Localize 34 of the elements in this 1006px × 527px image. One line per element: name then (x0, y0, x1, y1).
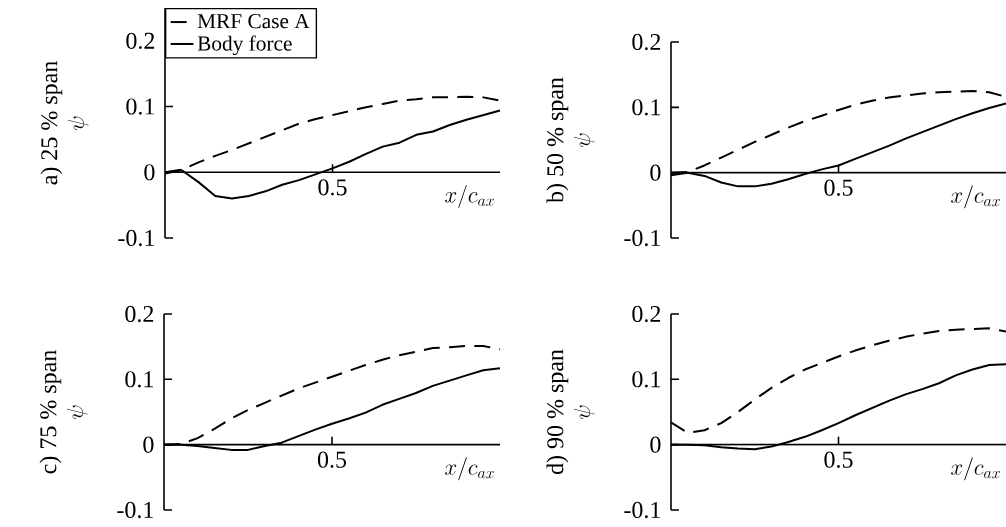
y-tick-label: -0.1 (624, 229, 660, 247)
y-tick-label: 0.1 (125, 371, 153, 388)
text: b) 50 % span (546, 77, 569, 203)
x-axis-title: $x/c_{ax}$ (445, 184, 494, 208)
y-tick-label: 0.1 (632, 99, 660, 116)
y-tick-label: -0.1 (624, 501, 660, 519)
y-axis-title: $\psi$ (66, 405, 88, 420)
legend-label: MRF Case A (197, 14, 310, 29)
annotation: 0.5 (824, 451, 853, 468)
y-tick-label: 0.2 (125, 305, 154, 323)
y-axis-title: $\psi$ (573, 133, 595, 148)
annotation: 0.5 (318, 179, 347, 196)
annotation: 0.5 (824, 179, 853, 196)
text: a) 25 % span (40, 61, 63, 185)
x-axis-title: $x/c_{ax}$ (445, 457, 494, 481)
y-tick-label: 0.2 (632, 33, 661, 51)
text: c) 75 % span (39, 350, 62, 474)
y-tick-label: 0.1 (126, 98, 154, 115)
legend-label: Body force (197, 35, 292, 56)
y-tick-label: -0.1 (118, 229, 154, 247)
y-tick-label: -0.1 (117, 501, 153, 519)
y-tick-label: 0.2 (126, 32, 155, 49)
y-tick-label: 0.1 (632, 371, 660, 388)
y-axis-title: $\psi$ (67, 116, 89, 131)
y-tick-label: 0 (144, 164, 155, 181)
y-axis-title: $\psi$ (573, 405, 595, 420)
x-axis-title: $x/c_{ax}$ (951, 185, 1000, 209)
text: d) 90 % span (546, 349, 569, 475)
y-tick-label: 0 (143, 436, 154, 453)
annotation: 0.5 (317, 451, 347, 468)
y-tick-label: 0 (650, 436, 661, 453)
y-tick-label: 0 (650, 164, 661, 181)
y-tick-label: 0.2 (632, 305, 661, 323)
x-axis-title: $x/c_{ax}$ (951, 457, 1000, 481)
